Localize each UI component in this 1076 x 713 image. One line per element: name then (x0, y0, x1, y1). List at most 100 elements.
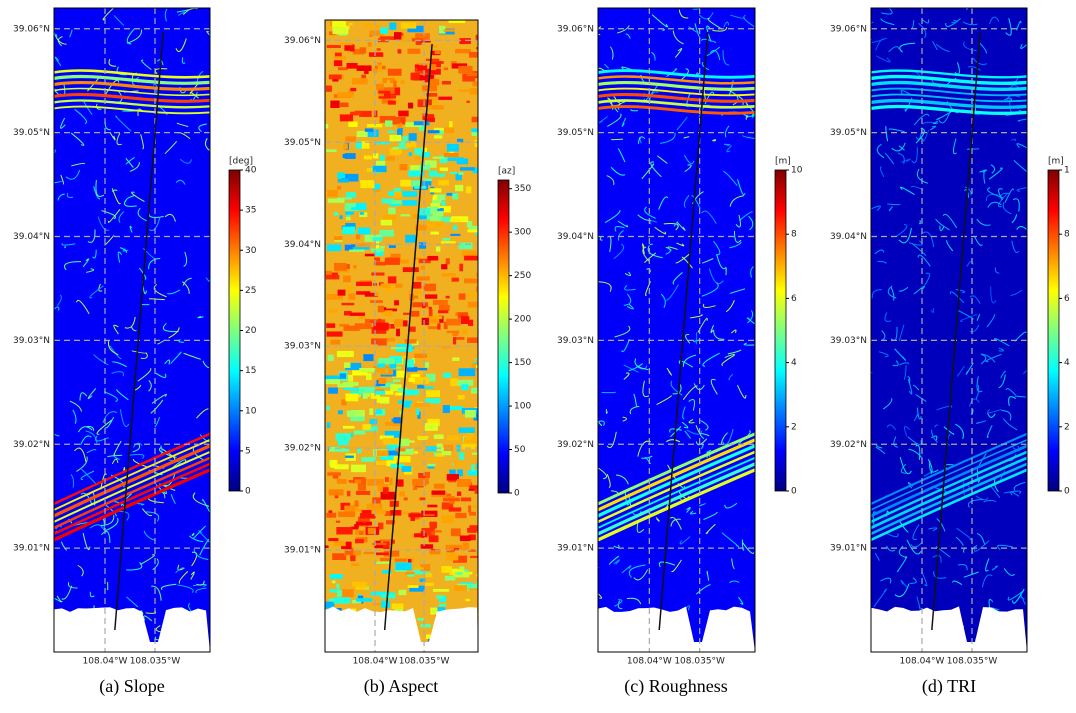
raster-streak (976, 218, 991, 226)
raster-cell (392, 379, 401, 382)
raster-cell (412, 281, 422, 289)
raster-cell (336, 350, 354, 358)
raster-streak (112, 361, 127, 368)
raster-cell (377, 318, 382, 325)
raster-cell (444, 575, 456, 581)
raster-cell (453, 225, 458, 231)
raster-streak (1008, 396, 1016, 406)
raster-streak (599, 236, 603, 241)
raster-streak (607, 113, 622, 127)
raster-streak (143, 530, 156, 541)
raster-cell (364, 292, 379, 297)
raster-streak (641, 163, 655, 180)
raster-cell (360, 180, 375, 189)
raster-cell (333, 60, 343, 67)
raster-streak (1004, 188, 1014, 204)
raster-streak (125, 157, 134, 168)
raster-streak (974, 540, 990, 552)
raster-cell (468, 488, 478, 491)
raster-streak (97, 216, 110, 231)
raster-cell (375, 552, 389, 556)
raster-cell (382, 307, 387, 312)
raster-streak (617, 148, 626, 163)
raster-streak (175, 38, 187, 52)
raster-cell (450, 233, 461, 236)
raster-cell (445, 258, 450, 265)
raster-streak (922, 573, 928, 587)
raster-streak (608, 555, 620, 565)
raster-ridge (54, 69, 210, 79)
raster-cell (418, 258, 431, 264)
raster-streak (195, 587, 207, 594)
raster-cell (461, 384, 469, 391)
raster-ridge (871, 87, 1027, 97)
raster-streak (706, 25, 712, 42)
map-frame (324, 19, 479, 653)
raster-cell (355, 234, 361, 240)
colorbar-label: [m] (775, 157, 791, 167)
raster-streak (1000, 370, 1007, 379)
raster-streak (181, 57, 186, 64)
raster-cell (377, 522, 384, 530)
raster-streak (665, 246, 671, 255)
raster-streak (54, 31, 58, 38)
raster-cell (361, 457, 376, 462)
raster-cell (467, 229, 478, 233)
raster-cell (392, 118, 401, 124)
raster-streak (876, 55, 891, 63)
raster-streak (918, 220, 921, 225)
raster-cell (457, 312, 469, 319)
raster-cell (467, 292, 478, 297)
raster-cell (326, 422, 331, 429)
raster-streak (93, 186, 101, 200)
raster-streak (142, 247, 155, 260)
raster-streak (111, 189, 118, 192)
raster-cell (327, 472, 342, 476)
raster-streak (743, 14, 755, 27)
raster-cell (387, 130, 395, 134)
raster-streak (137, 207, 147, 222)
colorbar-tick-label: 4 (1064, 358, 1070, 368)
raster-streak (606, 474, 611, 488)
raster-cell (468, 319, 474, 327)
raster-streak (682, 406, 686, 420)
raster-streak (197, 315, 204, 319)
raster-streak (696, 583, 711, 595)
raster-streak (1014, 331, 1027, 342)
raster-streak (613, 243, 625, 260)
raster-streak (111, 371, 124, 377)
raster-streak (986, 425, 993, 438)
raster-cell (375, 83, 384, 90)
raster-cell (471, 128, 478, 133)
raster-cell (363, 155, 373, 160)
raster-streak (164, 359, 171, 365)
raster-streak (897, 152, 905, 165)
raster-cell (438, 180, 449, 186)
raster-streak (963, 41, 977, 52)
raster-streak (660, 132, 676, 144)
raster-streak (95, 435, 109, 442)
raster-streak (884, 152, 895, 165)
raster-cell (345, 211, 354, 215)
raster-streak (621, 117, 627, 127)
raster-cell (359, 212, 364, 215)
colorbar-tick-label: 0 (514, 489, 520, 499)
raster-cell (452, 330, 459, 337)
raster-cell (459, 535, 471, 542)
raster-cell (356, 130, 368, 138)
raster-cell (402, 267, 419, 273)
raster-streak (148, 298, 165, 301)
raster-streak (911, 243, 927, 256)
raster-streak (728, 373, 734, 381)
raster-cell (454, 585, 467, 592)
raster-streak (899, 362, 910, 366)
raster-cell (476, 573, 478, 577)
raster-cell (395, 283, 403, 288)
raster-streak (601, 391, 616, 394)
raster-cell (336, 583, 340, 589)
raster-cell (443, 67, 449, 71)
raster-streak (907, 436, 922, 445)
raster-streak (686, 507, 691, 513)
raster-streak (192, 492, 210, 507)
x-tick-label: 108.04°W (900, 657, 945, 667)
